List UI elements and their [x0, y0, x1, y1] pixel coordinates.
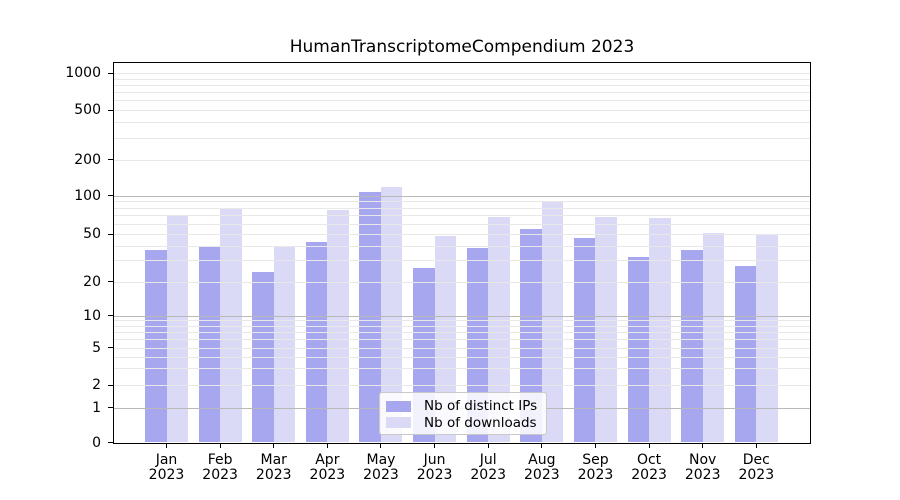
legend-swatch-distinct-ips-icon	[386, 400, 411, 412]
y-tick-label: 100	[74, 187, 101, 204]
legend: Nb of distinct IPs Nb of downloads	[379, 392, 547, 435]
bar-downloads	[220, 207, 242, 443]
bar-downloads	[166, 214, 188, 443]
y-tick-mark	[107, 109, 113, 111]
y-tick-label: 1	[92, 399, 101, 416]
bar-downloads	[595, 216, 617, 443]
x-tick-mark	[219, 443, 221, 448]
bar-distinct-ips	[145, 249, 167, 443]
bar-distinct-ips	[681, 249, 703, 443]
legend-item-distinct-ips: Nb of distinct IPs	[386, 398, 546, 415]
y-tick-label: 5	[92, 339, 101, 356]
y-tick-mark	[107, 407, 113, 409]
x-tick-mark	[702, 443, 704, 448]
y-tick-mark	[107, 315, 113, 316]
y-tick-label: 500	[74, 102, 101, 118]
x-tick-label: Nov 2023	[684, 451, 721, 483]
bar-distinct-ips	[573, 238, 596, 443]
plot-area	[113, 61, 811, 444]
y-tick-mark	[107, 159, 113, 160]
legend-item-downloads: Nb of downloads	[386, 415, 546, 432]
legend-swatch-downloads-icon	[386, 417, 411, 429]
x-tick-mark	[541, 443, 543, 448]
bar-distinct-ips	[198, 245, 221, 443]
x-tick-mark	[166, 443, 167, 448]
x-tick-mark	[434, 443, 436, 448]
bar-distinct-ips	[627, 257, 650, 443]
x-tick-mark	[326, 443, 328, 448]
x-tick-label: Feb 2023	[202, 451, 238, 483]
bar-distinct-ips	[305, 241, 328, 443]
x-tick-mark	[273, 443, 275, 448]
bar-downloads	[649, 217, 671, 443]
bar-downloads	[702, 232, 725, 443]
bar-downloads	[380, 186, 403, 443]
y-tick-mark	[107, 384, 113, 386]
x-tick-label: Jul 2023	[470, 451, 507, 483]
bar-downloads	[756, 235, 778, 443]
x-tick-mark	[594, 443, 596, 448]
x-tick-label: Sep 2023	[577, 451, 614, 483]
x-tick-mark	[487, 443, 489, 448]
x-tick-label: May 2023	[363, 451, 399, 483]
bars-layer	[114, 63, 810, 443]
x-tick-mark	[380, 443, 382, 448]
x-tick-mark	[755, 443, 757, 448]
y-tick-mark	[107, 281, 113, 282]
bar-downloads	[273, 245, 296, 443]
bar-downloads	[327, 210, 349, 443]
y-tick-label: 1000	[65, 65, 101, 82]
y-tick-mark	[107, 195, 113, 196]
bar-distinct-ips	[252, 272, 274, 443]
y-tick-label: 50	[83, 226, 101, 242]
y-tick-label: 10	[83, 307, 101, 324]
x-tick-label: Jun 2023	[416, 451, 453, 483]
bar-downloads	[488, 216, 510, 443]
y-tick-mark	[107, 233, 113, 235]
x-tick-label: Aug 2023	[524, 451, 560, 483]
legend-label-downloads: Nb of downloads	[424, 414, 537, 431]
y-tick-mark	[107, 72, 113, 74]
y-tick-label: 20	[83, 273, 101, 290]
bar-downloads	[541, 201, 564, 443]
y-tick-label: 2	[92, 377, 101, 393]
bar-distinct-ips	[359, 191, 381, 443]
x-tick-label: Oct 2023	[631, 451, 667, 483]
bar-distinct-ips	[734, 265, 757, 443]
x-tick-label: Mar 2023	[255, 451, 292, 483]
legend-label-distinct-ips: Nb of distinct IPs	[424, 398, 538, 415]
x-tick-label: Apr 2023	[309, 451, 346, 483]
x-tick-mark	[648, 443, 650, 448]
chart-title: HumanTranscriptomeCompendium 2023	[289, 37, 635, 57]
y-tick-mark	[107, 442, 113, 443]
y-tick-label: 200	[74, 151, 101, 168]
x-tick-label: Jan 2023	[148, 451, 185, 483]
y-tick-mark	[107, 347, 113, 349]
x-tick-label: Dec 2023	[738, 451, 775, 483]
y-tick-label: 0	[92, 434, 101, 451]
